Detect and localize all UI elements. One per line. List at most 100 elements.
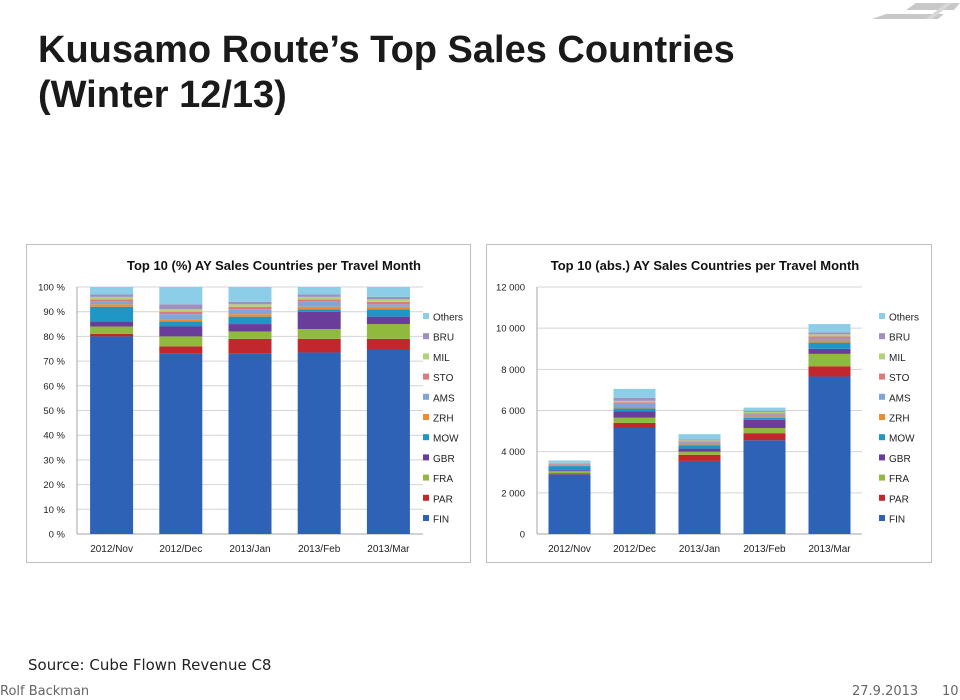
legend-label-fin: FIN bbox=[889, 515, 905, 526]
legend-swatch-mil bbox=[423, 353, 429, 360]
y-tick-label: 12 000 bbox=[496, 283, 525, 294]
bar-segment-gbr bbox=[548, 470, 591, 472]
x-tick-label: 2013/Jan bbox=[229, 544, 270, 555]
bar-segment-zrh bbox=[678, 444, 721, 446]
legend-label-bru: BRU bbox=[889, 333, 910, 344]
bar-segment-sto bbox=[90, 299, 134, 302]
bar-segment-mow bbox=[366, 309, 410, 317]
legend-swatch-gbr bbox=[879, 454, 885, 461]
bar-segment-fin bbox=[548, 474, 591, 534]
bar-segment-ams bbox=[228, 309, 272, 315]
bar-segment-others bbox=[808, 324, 851, 333]
legend-swatch-zrh bbox=[423, 414, 429, 420]
bar-segment-gbr bbox=[297, 311, 341, 329]
bar-segment-mil bbox=[613, 400, 656, 403]
x-tick-label: 2013/Mar bbox=[808, 544, 851, 555]
bar-segment-zrh bbox=[808, 340, 851, 343]
slide-title: Kuusamo Route’s Top Sales Countries (Win… bbox=[38, 28, 735, 118]
x-tick-label: 2013/Feb bbox=[298, 544, 341, 555]
legend-label-par: PAR bbox=[433, 494, 453, 505]
bar-segment-fin bbox=[743, 440, 786, 534]
bar-segment-fra bbox=[808, 353, 851, 367]
bar-segment-zrh bbox=[159, 319, 203, 322]
legend-label-ams: AMS bbox=[889, 393, 911, 404]
bar-segment-ams bbox=[159, 314, 203, 320]
bar-segment-par bbox=[297, 338, 341, 353]
airline-logo-icon bbox=[872, 3, 960, 19]
bar-segment-bru bbox=[159, 304, 203, 310]
legend-label-fin: FIN bbox=[433, 515, 449, 526]
bar-segment-gbr bbox=[613, 411, 656, 418]
bar-segment-sto bbox=[297, 299, 341, 302]
bar-segment-sto bbox=[808, 336, 851, 339]
bar-segment-bru bbox=[613, 397, 656, 401]
bar-segment-fra bbox=[228, 331, 272, 339]
y-tick-label: 30 % bbox=[43, 455, 65, 466]
bar-segment-ams bbox=[678, 442, 721, 445]
x-tick-label: 2012/Nov bbox=[548, 544, 591, 555]
bar-segment-gbr bbox=[743, 419, 786, 428]
bar-segment-sto bbox=[613, 402, 656, 404]
legend-swatch-ams bbox=[879, 393, 885, 400]
legend-swatch-ams bbox=[423, 393, 429, 400]
bar-segment-bru bbox=[808, 332, 851, 335]
x-tick-label: 2013/Feb bbox=[743, 544, 786, 555]
legend-label-mow: MOW bbox=[889, 434, 915, 445]
y-tick-label: 50 % bbox=[43, 406, 65, 417]
bar-segment-zrh bbox=[613, 407, 656, 409]
chart-percent: Top 10 (%) AY Sales Countries per Travel… bbox=[38, 258, 463, 555]
y-tick-label: 90 % bbox=[43, 307, 65, 318]
bar-segment-zrh bbox=[743, 416, 786, 418]
bar-segment-fin bbox=[678, 460, 721, 534]
legend-label-gbr: GBR bbox=[889, 454, 911, 465]
slide-title-line2: (Winter 12/13) bbox=[38, 74, 287, 116]
bar-segment-mil bbox=[297, 296, 341, 300]
bar-segment-sto bbox=[743, 413, 786, 415]
chart-title: Top 10 (abs.) AY Sales Countries per Tra… bbox=[551, 258, 860, 273]
bar-segment-gbr bbox=[366, 316, 410, 325]
chart-panel-percent: Top 10 (%) AY Sales Countries per Travel… bbox=[26, 244, 471, 563]
bar-segment-fin bbox=[228, 353, 272, 534]
footer-date: 27.9.2013 bbox=[852, 684, 919, 699]
legend-label-others: Others bbox=[889, 313, 919, 324]
bar-segment-mil bbox=[228, 304, 272, 307]
legend-swatch-par bbox=[879, 494, 885, 501]
legend-label-fra: FRA bbox=[889, 474, 909, 485]
bar-segment-mow bbox=[297, 309, 341, 312]
bar-segment-fin bbox=[808, 376, 851, 534]
bar-segment-bru bbox=[90, 294, 134, 297]
bar-segment-ams bbox=[613, 403, 656, 408]
bar-segment-ams bbox=[90, 301, 134, 305]
y-tick-label: 0 % bbox=[49, 530, 66, 541]
bar-segment-others bbox=[548, 460, 591, 463]
legend-swatch-par bbox=[423, 494, 429, 501]
bar-segment-fra bbox=[90, 326, 134, 334]
legend-label-mil: MIL bbox=[433, 353, 450, 364]
bar-segment-fra bbox=[743, 427, 786, 434]
bar-segment-others bbox=[297, 287, 341, 295]
bar-segment-others bbox=[678, 434, 721, 440]
legend-label-zrh: ZRH bbox=[889, 414, 910, 425]
legend-swatch-fin bbox=[879, 515, 885, 521]
y-tick-label: 6 000 bbox=[501, 406, 525, 417]
bar-segment-mow bbox=[548, 466, 591, 471]
x-tick-label: 2012/Dec bbox=[613, 544, 656, 555]
bar-segment-fra bbox=[297, 328, 341, 339]
bar-segment-mil bbox=[366, 299, 410, 302]
legend-label-fra: FRA bbox=[433, 474, 453, 485]
y-tick-label: 2 000 bbox=[501, 488, 525, 499]
bar-segment-zrh bbox=[90, 304, 134, 307]
bar-segment-sto bbox=[366, 301, 410, 305]
legend-label-ams: AMS bbox=[433, 393, 455, 404]
legend-swatch-gbr bbox=[423, 454, 429, 461]
x-tick-label: 2013/Mar bbox=[367, 544, 410, 555]
bar-segment-others bbox=[228, 287, 272, 302]
footer-author: Rolf Backman bbox=[0, 684, 90, 699]
legend-label-zrh: ZRH bbox=[433, 414, 454, 425]
y-tick-label: 4 000 bbox=[501, 447, 525, 458]
bar-segment-zrh bbox=[548, 465, 591, 467]
bar-segment-sto bbox=[678, 441, 721, 443]
bar-segment-zrh bbox=[366, 306, 410, 310]
bar-segment-mow bbox=[678, 445, 721, 449]
legend-swatch-others bbox=[879, 313, 885, 319]
